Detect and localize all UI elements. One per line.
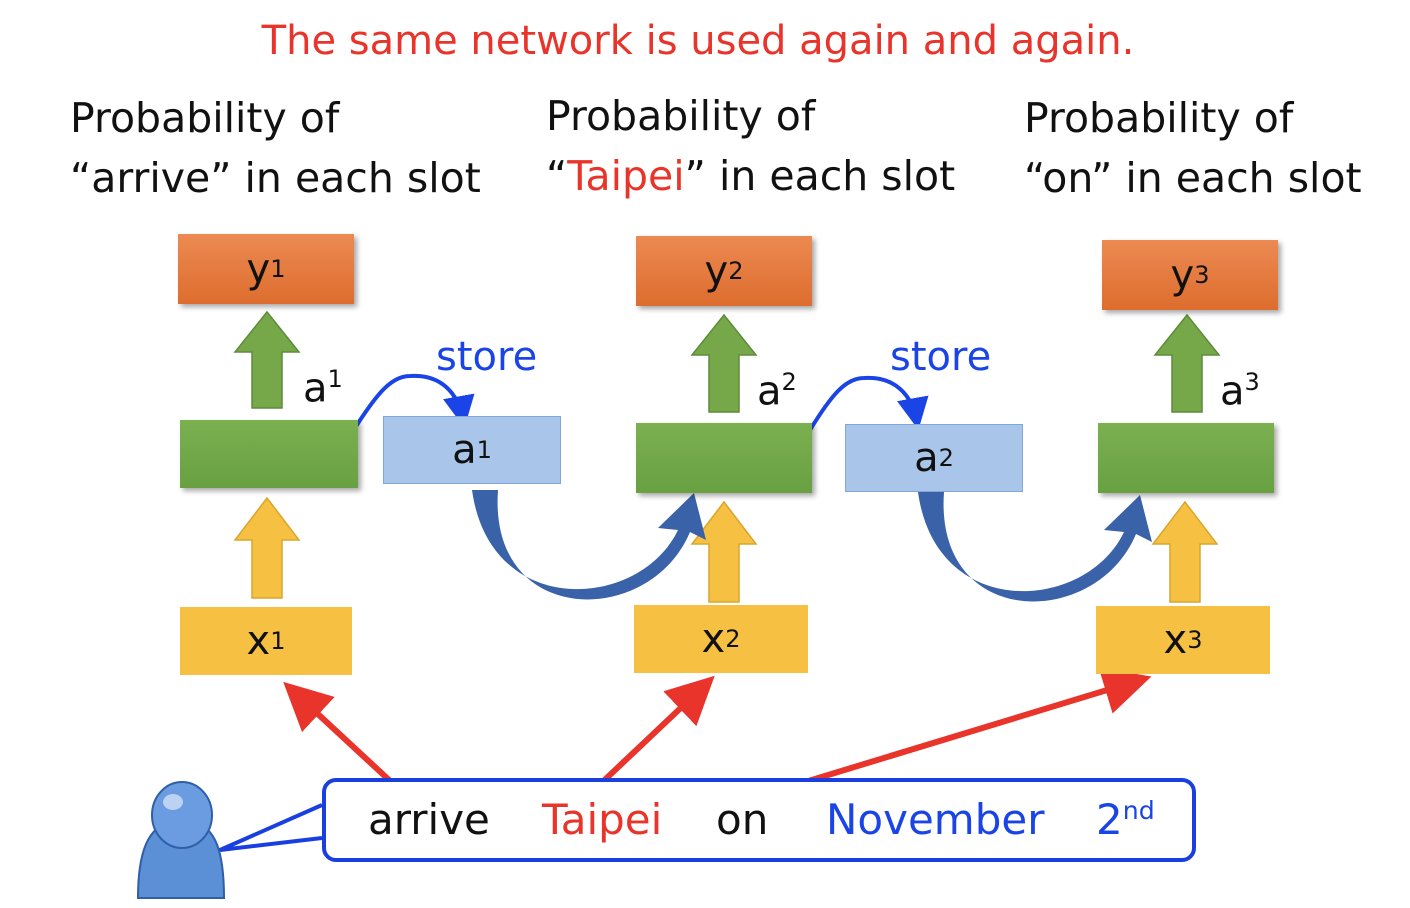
sentence-word-november: November [826,795,1045,844]
up-arrow-icon [1153,313,1221,413]
user-icon [136,781,226,899]
prob-label-1: Probability of “arrive” in each slot [70,94,481,202]
prob-label-2: Probability of “Taipei” in each slot [546,92,956,200]
up-arrow-icon [233,496,301,599]
curved-arrow-icon [918,492,1152,602]
up-arrow-icon [690,500,758,603]
speech-connector [219,803,323,852]
input-sentence-box [322,778,1196,862]
prob-word-2: Taipei [567,152,685,200]
prob-label-3: Probability of “on” in each slot [1024,94,1362,202]
store-label-1: store [436,334,538,380]
up-arrow-icon [233,310,301,409]
sentence-word-arrive: arrive [368,795,490,844]
store-label-2: store [890,334,992,380]
sentence-word-date: 2nd [1096,795,1155,844]
activation-label-3: a3 [1220,368,1260,415]
hidden-box-1 [180,420,358,488]
diagram-title: The same network is used again and again… [261,18,1135,64]
up-arrow-icon [690,313,758,413]
prob-word-3: on [1042,154,1092,202]
activation-label-2: a2 [757,368,797,415]
pointer-arrow-icon [591,675,715,793]
prob-word-1: arrive [91,154,211,202]
up-arrow-icon [1151,500,1219,603]
curved-arrow-icon [472,490,706,600]
store-arrow-icon [808,375,929,432]
store-arrow-icon [353,373,475,430]
hidden-box-2 [636,423,812,493]
sentence-word-taipei: Taipei [542,795,663,844]
activation-label-1: a1 [303,365,343,412]
hidden-box-3 [1098,423,1274,493]
sentence-word-on: on [716,795,769,844]
